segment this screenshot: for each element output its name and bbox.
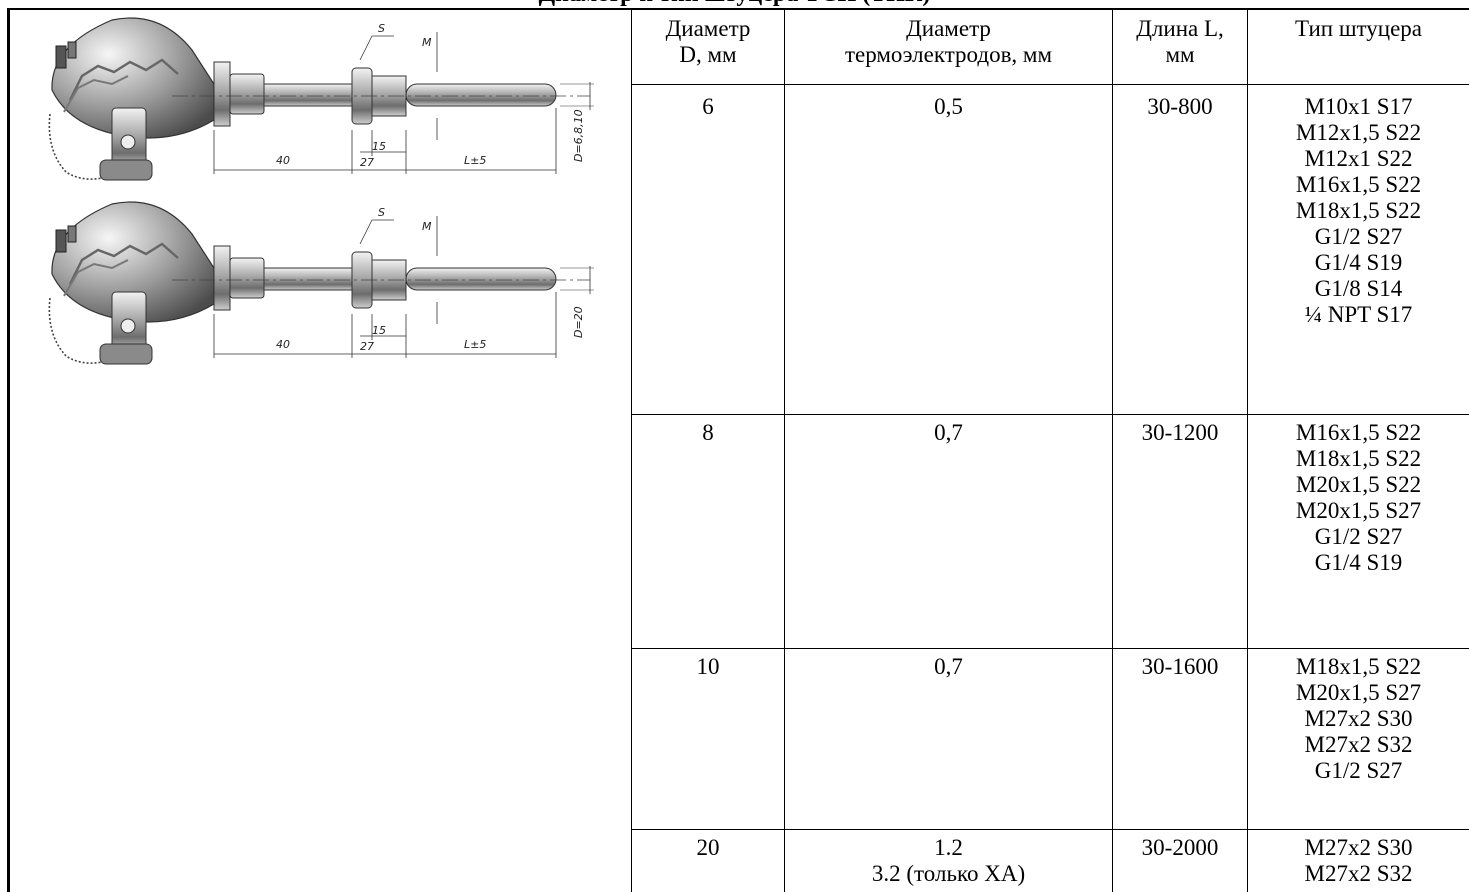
page-title: Диаметр и тип штуцера ТСП (ТПК) <box>0 0 1469 8</box>
table-row-4-electrodes: 1.2 3.2 (только ХА) <box>871 835 1026 886</box>
table-row-2-fittings: M16x1,5 S22 M18x1,5 S22 M20x1,5 S22 M20x1,5… <box>1295 420 1422 575</box>
header-row-border <box>631 84 1469 85</box>
label-m: M <box>422 220 432 233</box>
row-divider <box>631 414 1469 415</box>
label-40: 40 <box>276 338 290 351</box>
table-row-4-length: 30-2000 <box>1141 835 1219 860</box>
label-15: 15 <box>372 324 386 337</box>
label-m: M <box>422 36 432 49</box>
label-15: 15 <box>372 140 386 153</box>
frame-left-border <box>7 8 10 892</box>
header-length: Длина L, мм <box>1136 16 1224 67</box>
table-row-3-length: 30-1600 <box>1141 654 1219 679</box>
label-27: 27 <box>360 156 374 169</box>
label-d-bottom: D=20 <box>572 306 585 338</box>
label-l: L±5 <box>464 338 486 351</box>
table-row-4-fittings: M27x2 S30 M27x2 S32 <box>1304 835 1413 886</box>
label-s: S <box>378 206 385 219</box>
header-electrodes: Диаметр термоэлектродов, мм <box>844 16 1053 67</box>
page-title-strip: Диаметр и тип штуцера ТСП (ТПК) <box>0 0 1469 8</box>
label-l: L±5 <box>464 154 486 167</box>
header-diameter: Диаметр D, мм <box>665 16 751 67</box>
label-27: 27 <box>360 340 374 353</box>
table-row-3-electrodes: 0,7 <box>934 654 963 679</box>
column-divider <box>1112 10 1113 892</box>
table-row-1-length: 30-800 <box>1147 94 1213 119</box>
table-row-1-diameter: 6 <box>702 94 714 119</box>
column-divider <box>784 10 785 892</box>
row-divider <box>631 648 1469 649</box>
label-d-top: D=6,8,10 <box>572 109 585 162</box>
table-row-4-diameter: 20 <box>696 835 720 860</box>
column-divider <box>1247 10 1248 892</box>
table-row-1-fittings: M10x1 S17 M12x1,5 S22 M12x1 S22 M16x1,5 S22… <box>1295 94 1422 327</box>
row-divider <box>631 829 1469 830</box>
table-row-1-electrodes: 0,5 <box>934 94 963 119</box>
label-40: 40 <box>276 154 290 167</box>
table-border-left <box>631 10 632 892</box>
label-s: S <box>378 22 385 35</box>
frame-top-border <box>7 8 1469 10</box>
table-row-2-diameter: 8 <box>702 420 714 445</box>
table-row-3-diameter: 10 <box>696 654 720 679</box>
header-fitting: Тип штуцера <box>1294 16 1423 41</box>
thermocouple-drawing: S M 40 27 15 L±5 D=6,8,10 S M 40 27 15 L… <box>42 12 597 384</box>
thermocouple-top-view <box>48 16 596 182</box>
thermocouple-bottom-view <box>48 200 596 366</box>
table-row-3-fittings: M18x1,5 S22 M20x1,5 S27 M27x2 S30 M27x2 S32… <box>1295 654 1422 783</box>
table-row-2-electrodes: 0,7 <box>934 420 963 445</box>
table-row-2-length: 30-1200 <box>1141 420 1219 445</box>
